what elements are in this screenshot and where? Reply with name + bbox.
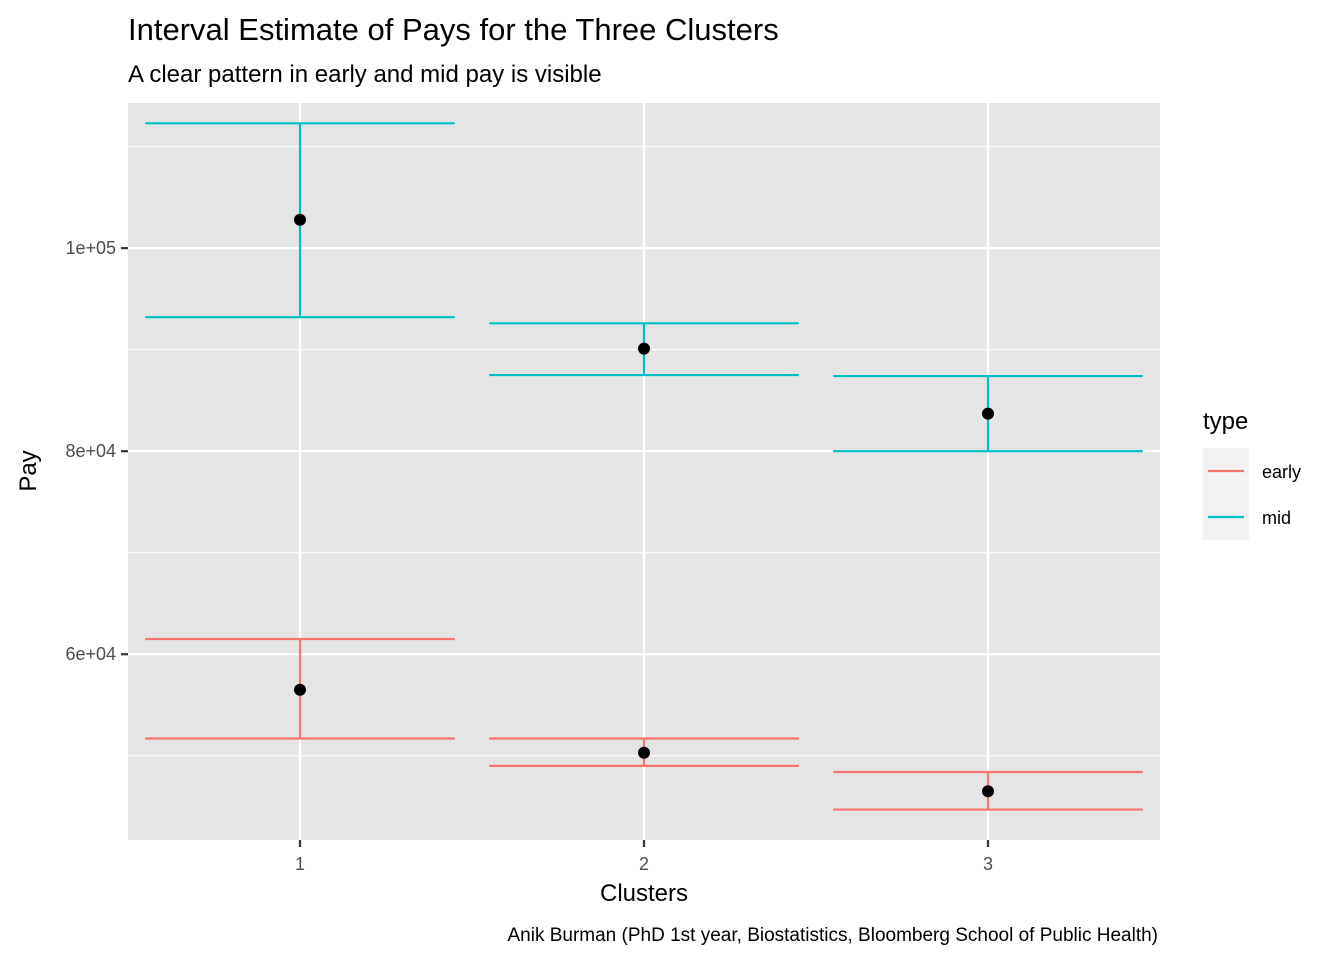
legend-label-mid: mid (1262, 508, 1291, 528)
point-estimate (638, 342, 650, 355)
x-tick-label: 1 (295, 854, 305, 874)
legend-label-early: early (1262, 462, 1301, 482)
point-estimate (982, 407, 994, 420)
x-tick-label: 3 (983, 854, 993, 874)
point-estimate (294, 683, 306, 696)
chart-subtitle: A clear pattern in early and mid pay is … (128, 61, 602, 88)
point-estimate (638, 746, 650, 759)
y-tick-label: 1e+05 (65, 238, 116, 258)
point-estimates (294, 213, 994, 798)
y-axis-title: Pay (15, 450, 42, 491)
point-estimate (982, 785, 994, 798)
legend-title: type (1203, 408, 1248, 435)
chart-caption: Anik Burman (PhD 1st year, Biostatistics… (507, 925, 1158, 946)
y-tick-label: 6e+04 (65, 644, 116, 664)
y-tick-label: 8e+04 (65, 441, 116, 461)
x-axis: 1 2 3 (295, 840, 993, 874)
chart-title: Interval Estimate of Pays for the Three … (128, 12, 779, 47)
x-tick-label: 2 (639, 854, 649, 874)
point-estimate (294, 213, 306, 226)
x-axis-title: Clusters (600, 880, 688, 907)
y-axis: 6e+04 8e+04 1e+05 (65, 238, 128, 664)
legend: type early mid (1203, 408, 1301, 540)
